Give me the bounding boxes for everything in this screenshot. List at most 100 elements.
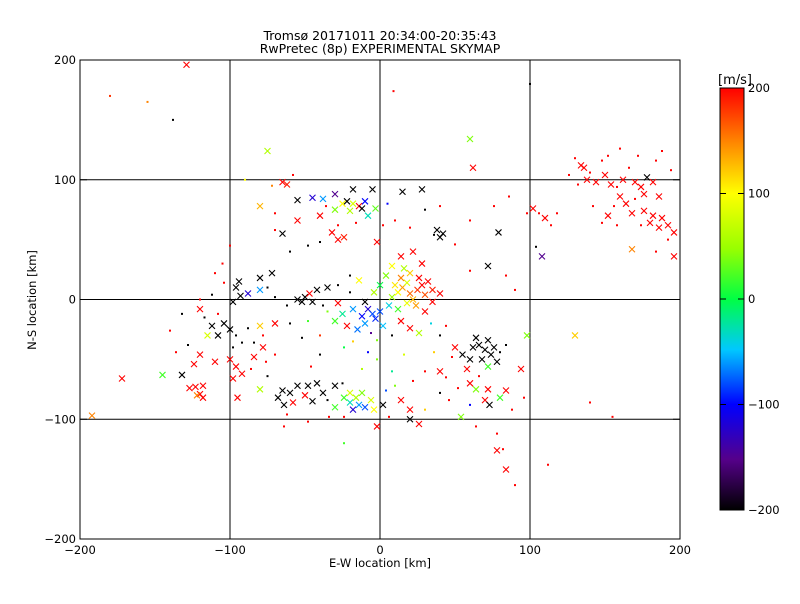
data-point [406,269,414,277]
data-point [541,214,549,222]
data-point [328,415,330,418]
data-point [346,207,354,215]
data-point [412,379,414,382]
data-point [391,370,393,373]
data-point [376,281,384,289]
data-point [475,341,483,349]
data-point [505,274,507,277]
colorbar-tick-label: 100 [748,187,770,201]
data-point [403,299,411,307]
data-point [331,317,339,325]
data-point [511,408,513,411]
data-point [349,305,357,313]
data-point [580,164,588,172]
data-point [337,284,339,287]
data-point [316,212,324,220]
data-point [190,360,198,368]
data-point [294,196,301,204]
data-point [289,399,297,406]
data-point [499,351,501,354]
data-point [199,382,207,390]
data-point [463,365,471,373]
data-point [385,302,393,309]
data-point [535,245,537,248]
data-point [159,371,166,379]
data-point [256,286,264,294]
data-point [343,415,345,418]
data-point [478,375,480,378]
data-point [436,367,444,375]
data-point [556,212,558,215]
data-point [418,281,426,289]
data-point [289,250,291,253]
data-point [475,425,477,428]
data-point [619,176,627,184]
data-point [421,291,429,299]
y-tick-label: 200 [54,53,76,67]
data-point [490,344,498,351]
y-tick-label: 0 [69,293,76,307]
data-point [279,178,286,186]
data-point [172,118,174,121]
data-point [415,329,423,337]
data-point [379,401,387,409]
data-point [421,308,429,315]
data-point [655,159,657,162]
data-point [313,379,321,387]
data-point [484,262,492,270]
data-point [339,310,346,318]
data-point [283,425,285,428]
data-point [304,382,312,390]
data-point [331,382,339,390]
data-point [436,233,444,241]
data-point [439,334,441,337]
data-points [88,61,678,487]
data-point [670,253,678,260]
data-point [349,406,357,414]
data-point [619,147,621,150]
data-point [397,317,405,325]
data-point [382,272,390,279]
data-point [229,244,231,247]
data-point [88,412,96,420]
data-point [493,358,501,366]
data-point [439,205,441,208]
data-point [196,351,204,358]
data-point [409,296,417,303]
data-point [502,387,510,394]
data-point [118,375,126,382]
data-point [611,415,614,418]
data-point [328,229,336,236]
y-axis: −200 −100 0 100 200 [44,53,680,546]
data-point [466,135,474,143]
data-point [313,286,321,294]
data-point [385,389,387,392]
data-point [601,159,603,162]
data-point [250,353,258,361]
data-point [187,344,189,347]
data-point [667,238,669,241]
data-point [301,293,309,301]
data-point [388,293,396,301]
data-point [547,463,549,466]
data-point [358,312,366,320]
data-point [237,292,244,300]
data-point [433,233,435,236]
data-point [343,322,351,330]
data-point [301,391,309,399]
data-point [361,197,369,205]
data-point [484,336,492,344]
data-point [319,195,327,203]
data-point [607,181,615,188]
data-point [538,212,540,215]
data-point [220,320,228,327]
data-point [307,420,309,423]
data-point [339,200,346,208]
colorbar-tick-label: 0 [748,292,755,306]
colorbar-ticks: 200 100 0 −100 −200 [720,81,780,517]
data-point [484,385,492,393]
data-point [322,304,324,307]
chart-title: Tromsø 20171011 20:34:00-20:35:43 [262,28,496,43]
y-tick-label: −200 [44,532,76,546]
